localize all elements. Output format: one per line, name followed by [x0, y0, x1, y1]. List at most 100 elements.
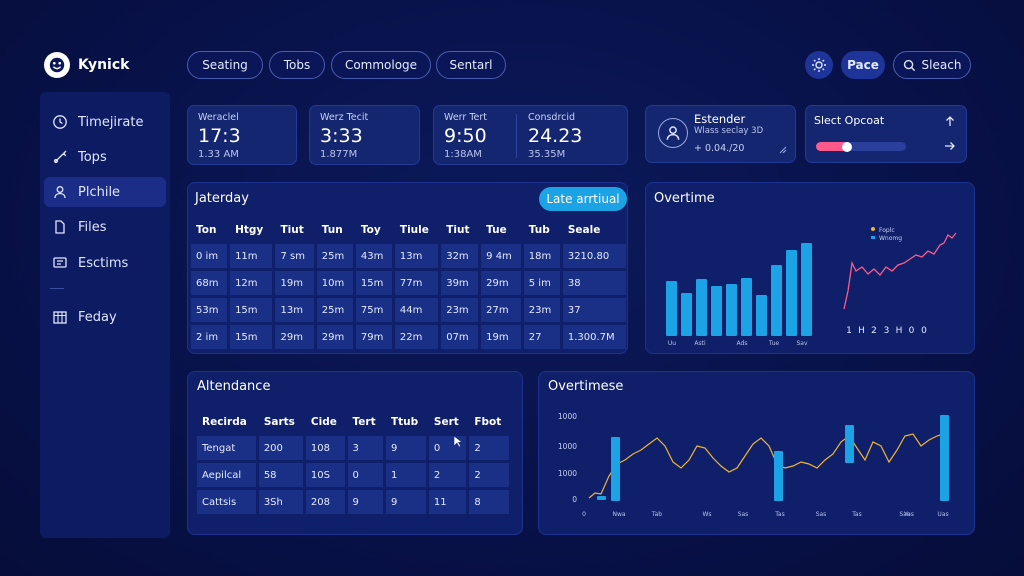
settings-button[interactable] [805, 51, 833, 79]
progress-card[interactable]: Slect Opcoat [805, 105, 967, 163]
table-row[interactable]: 2 im 15m 29m 29m 79m 22m 07m 19m 27 1.300.7M [191, 325, 626, 349]
column-header[interactable]: Cide [310, 416, 337, 428]
table-cell[interactable]: 200 [258, 436, 303, 460]
table-cell[interactable]: 23m [523, 298, 560, 322]
table-cell[interactable]: 22m [394, 325, 439, 349]
tab-tobs[interactable]: Tobs [269, 51, 325, 79]
table-cell[interactable]: 44m [394, 298, 439, 322]
table-cell[interactable]: Cattsis [197, 490, 256, 514]
table-cell[interactable]: 9 [386, 436, 426, 460]
table-cell[interactable]: 1.300.7M [562, 325, 626, 349]
table-row[interactable]: Aepilcal 58 10S 0 1 2 2 [197, 463, 509, 487]
tab-commologe[interactable]: Commologe [331, 51, 431, 79]
table-cell[interactable]: 0 [428, 436, 467, 460]
column-header[interactable]: Tiut [280, 224, 304, 236]
table-cell[interactable]: 2 [469, 436, 509, 460]
table-cell[interactable]: 208 [305, 490, 345, 514]
table-cell[interactable]: 3Sh [258, 490, 303, 514]
table-cell[interactable]: 9 [347, 490, 383, 514]
table-cell[interactable]: 7 sm [275, 244, 314, 268]
sidebar-item-timejirate[interactable]: Timejirate [44, 107, 166, 137]
table-cell[interactable]: 12m [230, 271, 273, 295]
table-cell[interactable]: 11 [428, 490, 467, 514]
table-cell[interactable]: 27m [481, 298, 521, 322]
table-cell[interactable]: 75m [355, 298, 392, 322]
table-cell[interactable]: 32m [441, 244, 479, 268]
table-cell[interactable]: 0 [347, 463, 383, 487]
stat-card[interactable]: Werz Tecit 3:33 1.877M [309, 105, 420, 165]
pace-button[interactable]: Pace [841, 51, 885, 79]
table-cell[interactable]: Tengat [197, 436, 256, 460]
column-header[interactable]: Toy [360, 224, 381, 236]
table-cell[interactable]: 25m [316, 244, 353, 268]
table-cell[interactable]: 37 [562, 298, 626, 322]
table-cell[interactable]: 68m [191, 271, 228, 295]
app-logo[interactable]: Kynick [44, 52, 129, 78]
table-row[interactable]: 53m 15m 13m 25m 75m 44m 23m 27m 23m 37 [191, 298, 626, 322]
table-row[interactable]: 68m 12m 19m 10m 15m 77m 39m 29m 5 im 38 [191, 271, 626, 295]
table-row[interactable]: Tengat 200 108 3 9 0 2 [197, 436, 509, 460]
column-header[interactable]: Ttub [391, 416, 419, 428]
table-cell[interactable]: 07m [441, 325, 479, 349]
table-cell[interactable]: 2 [428, 463, 467, 487]
table-cell[interactable]: 3210.80 [562, 244, 626, 268]
column-header[interactable]: Htgy [235, 224, 264, 236]
table-cell[interactable]: 15m [230, 325, 273, 349]
column-header[interactable]: Tue [486, 224, 507, 236]
column-header[interactable]: Sert [433, 416, 459, 428]
column-header[interactable]: Tun [321, 224, 343, 236]
table-cell[interactable]: 10S [305, 463, 345, 487]
table-cell[interactable]: 108 [305, 436, 345, 460]
sidebar-item-plchile[interactable]: Plchile [44, 177, 166, 207]
tab-seating[interactable]: Seating [187, 51, 263, 79]
table-cell[interactable]: 10m [316, 271, 353, 295]
table-cell[interactable]: 15m [230, 298, 273, 322]
table-cell[interactable]: 0 im [191, 244, 228, 268]
table-cell[interactable]: 13m [394, 244, 439, 268]
stat-card[interactable]: Weraclel 17:3 1.33 AM [187, 105, 297, 165]
table-cell[interactable]: 9 [386, 490, 426, 514]
table-cell[interactable]: 27 [523, 325, 560, 349]
table-cell[interactable]: 29m [275, 325, 314, 349]
tab-sentarl[interactable]: Sentarl [436, 51, 506, 79]
progress-knob[interactable] [842, 141, 853, 152]
table-cell[interactable]: 1 [386, 463, 426, 487]
column-header[interactable]: Ton [196, 224, 217, 236]
arrow-up-icon[interactable] [944, 115, 956, 127]
sidebar-item-feday[interactable]: Feday [44, 302, 166, 332]
table-cell[interactable]: 11m [230, 244, 273, 268]
table-cell[interactable]: 29m [316, 325, 353, 349]
table-cell[interactable]: Aepilcal [197, 463, 256, 487]
table-cell[interactable]: 25m [316, 298, 353, 322]
table-cell[interactable]: 19m [275, 271, 314, 295]
column-header[interactable]: Recirda [202, 416, 247, 428]
table-cell[interactable]: 2 [469, 463, 509, 487]
table-cell[interactable]: 8 [469, 490, 509, 514]
arrow-right-icon[interactable] [944, 140, 956, 152]
table-cell[interactable]: 18m [523, 244, 560, 268]
table-row[interactable]: 0 im 11m 7 sm 25m 43m 13m 32m 9 4m 18m 3210.80 [191, 244, 626, 268]
table-cell[interactable]: 53m [191, 298, 228, 322]
table-cell[interactable]: 13m [275, 298, 314, 322]
column-header[interactable]: Tiule [399, 224, 429, 236]
table-row[interactable]: Cattsis 3Sh 208 9 9 11 8 [197, 490, 509, 514]
column-header[interactable]: Tert [352, 416, 376, 428]
sidebar-item-files[interactable]: Files [44, 212, 166, 242]
table-cell[interactable]: 23m [441, 298, 479, 322]
column-header[interactable]: Tiut [446, 224, 470, 236]
column-header[interactable]: Seale [567, 224, 601, 236]
table-cell[interactable]: 3 [347, 436, 383, 460]
search-input[interactable]: Sleach [893, 51, 971, 79]
user-card[interactable]: Estender Wlass seclay 3D + 0.04./20 [645, 105, 796, 163]
table-cell[interactable]: 58 [258, 463, 303, 487]
table-cell[interactable]: 77m [394, 271, 439, 295]
sidebar-item-esctims[interactable]: Esctims [44, 248, 166, 278]
table-cell[interactable]: 79m [355, 325, 392, 349]
table-cell[interactable]: 43m [355, 244, 392, 268]
table-cell[interactable]: 29m [481, 271, 521, 295]
column-header[interactable]: Fbot [474, 416, 502, 428]
table-cell[interactable]: 9 4m [481, 244, 521, 268]
late-arrival-button[interactable]: Late arrtiual [539, 187, 627, 211]
column-header[interactable]: Tub [528, 224, 550, 236]
table-cell[interactable]: 19m [481, 325, 521, 349]
